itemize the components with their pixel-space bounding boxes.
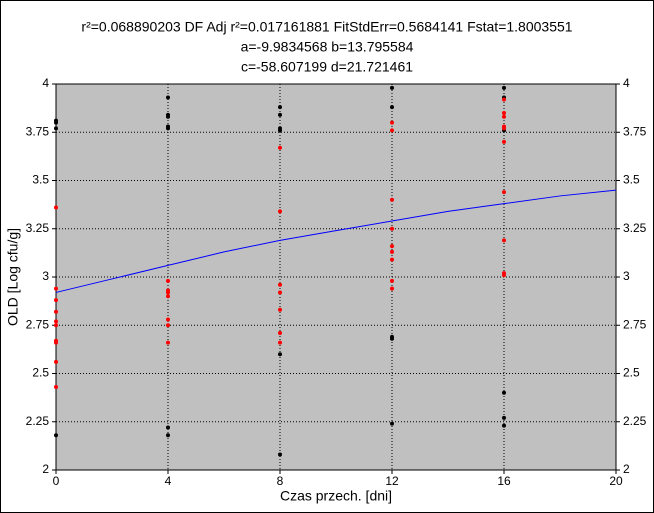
plot-border [55, 83, 617, 471]
x-tick-label: 16 [497, 474, 511, 488]
y-tick-label: 2.75 [26, 317, 50, 331]
y-tick-label: 2.25 [26, 414, 50, 428]
data-point [54, 319, 58, 324]
data-point [502, 97, 506, 102]
data-point [278, 105, 282, 110]
x-axis-label: Czas przech. [dni] [280, 488, 392, 504]
x-tick-label: 0 [53, 474, 60, 488]
y-tick-label: 3.5 [32, 173, 49, 187]
data-point [166, 433, 170, 438]
fit-curve [55, 189, 617, 293]
data-point [278, 290, 282, 295]
data-point [502, 273, 506, 278]
x-tick-label: 8 [277, 474, 284, 488]
y2-tick-label: 4 [623, 76, 630, 90]
data-point [278, 352, 282, 357]
data-point [390, 105, 394, 110]
data-point [54, 340, 58, 345]
x-tick-label: 12 [385, 474, 399, 488]
data-point [166, 340, 170, 345]
y-tick-label: 2.5 [32, 366, 49, 380]
data-point [390, 336, 394, 341]
y-tick-label: 3 [42, 269, 49, 283]
data-point [166, 290, 170, 295]
data-point [502, 423, 506, 428]
data-point [54, 309, 58, 314]
data-point [502, 139, 506, 144]
y2-tick-label: 2.75 [623, 317, 647, 331]
y2-tick-label: 2.25 [623, 414, 647, 428]
x-tick-label: 4 [165, 474, 172, 488]
data-point [390, 197, 394, 202]
data-point [54, 126, 58, 131]
data-point [166, 317, 170, 322]
data-point [54, 286, 58, 291]
data-point [390, 278, 394, 283]
data-point [278, 340, 282, 345]
y2-tick-label: 2.5 [623, 366, 640, 380]
title-line: r²=0.068890203 DF Adj r²=0.017161881 Fit… [81, 19, 572, 35]
data-point [502, 415, 506, 420]
data-point [166, 126, 170, 131]
y2-tick-label: 3.75 [623, 124, 647, 138]
y2-tick-label: 3 [623, 269, 630, 283]
data-point [502, 238, 506, 243]
data-point [502, 110, 506, 115]
data-point [390, 85, 394, 90]
data-point [390, 244, 394, 249]
data-point [54, 433, 58, 438]
data-point [278, 209, 282, 214]
title-line: c=-58.607199 d=21.721461 [241, 59, 413, 75]
y2-tick-label: 2 [623, 462, 630, 476]
data-point [278, 282, 282, 287]
y2-tick-label: 3.25 [623, 221, 647, 235]
data-point [278, 112, 282, 117]
data-point [54, 120, 58, 125]
data-point [390, 120, 394, 125]
y2-tick-label: 3.5 [623, 173, 640, 187]
data-point [54, 385, 58, 390]
data-point [390, 128, 394, 133]
data-point [278, 330, 282, 335]
data-point [502, 114, 506, 119]
data-point [166, 323, 170, 328]
data-point [390, 249, 394, 254]
data-point [278, 145, 282, 150]
data-point [166, 114, 170, 119]
data-point [54, 323, 58, 328]
data-point [278, 128, 282, 133]
data-point [166, 278, 170, 283]
data-point [166, 425, 170, 430]
y-tick-label: 3.75 [26, 124, 50, 138]
y-tick-label: 2 [42, 462, 49, 476]
title-line: a=-9.9834568 b=13.795584 [241, 39, 414, 55]
data-point [54, 298, 58, 303]
data-point [390, 257, 394, 262]
y-tick-label: 3.25 [26, 221, 50, 235]
y-tick-label: 4 [42, 76, 49, 90]
data-point [390, 421, 394, 426]
data-point [54, 205, 58, 210]
data-point [502, 390, 506, 395]
data-point [502, 126, 506, 131]
data-point [278, 452, 282, 457]
data-point [166, 294, 170, 299]
data-point [278, 307, 282, 312]
y-axis-label: OLD [Log cfu/g] [5, 228, 21, 326]
x-tick-label: 20 [609, 474, 623, 488]
data-point [166, 95, 170, 100]
data-point [390, 286, 394, 291]
data-point [502, 190, 506, 195]
data-point [502, 85, 506, 90]
data-point [54, 359, 58, 364]
data-point [390, 226, 394, 231]
